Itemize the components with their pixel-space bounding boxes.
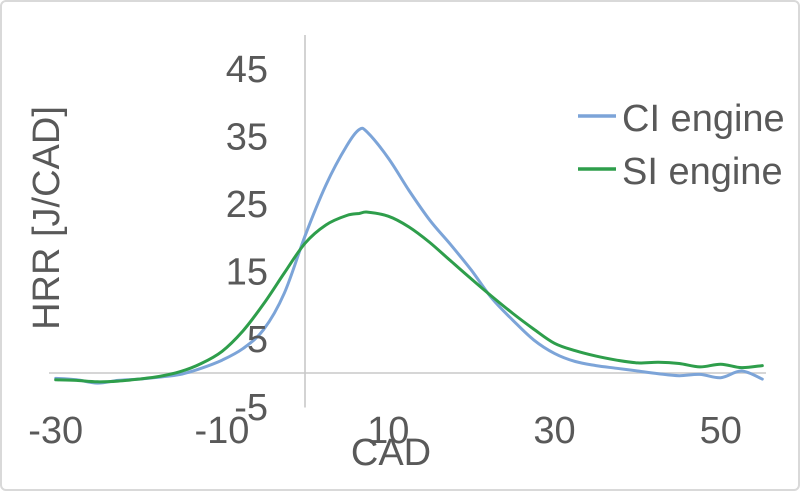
- legend-item-ci-engine: CI engine: [578, 98, 785, 140]
- y-axis-title: HRR [J/CAD]: [26, 106, 68, 330]
- series-lines: [54, 126, 764, 385]
- series-line-ci-engine: [54, 126, 764, 385]
- x-tick-label-30: 30: [533, 410, 575, 452]
- y-tick-label-15: 15: [226, 252, 268, 294]
- y-tick-label-25: 25: [226, 184, 268, 226]
- x-axis-title: CAD: [351, 432, 431, 474]
- legend-label-si: SI engine: [622, 151, 783, 193]
- x-axis-tick-labels: -30 -10 10 30 50: [28, 410, 742, 452]
- x-tick-label-10: 10: [367, 410, 409, 452]
- y-tick-label--5: -5: [234, 387, 268, 429]
- series-line-si-engine: [54, 210, 764, 384]
- y-tick-label-45: 45: [226, 49, 268, 91]
- legend: CI engine SI engine: [578, 98, 785, 193]
- legend-label-ci: CI engine: [622, 98, 785, 140]
- y-tick-label-35: 35: [226, 116, 268, 158]
- x-tick-label--30: -30: [28, 410, 83, 452]
- y-tick-label-5: 5: [247, 319, 268, 361]
- legend-item-si-engine: SI engine: [578, 151, 783, 193]
- y-axis-tick-labels: 45 35 25 15 5 -5: [226, 49, 268, 429]
- x-tick-label-50: 50: [700, 410, 742, 452]
- x-tick-label--10: -10: [195, 410, 250, 452]
